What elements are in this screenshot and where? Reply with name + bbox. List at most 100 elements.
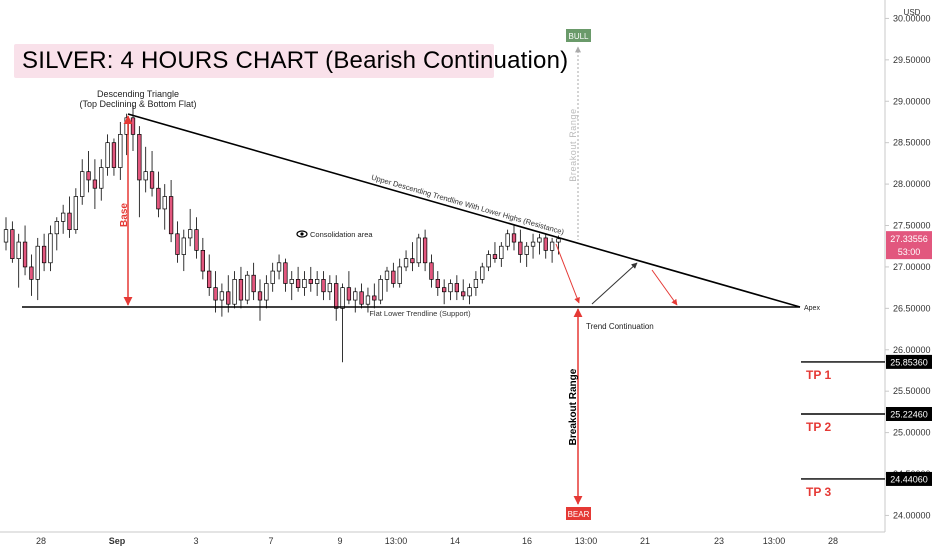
candle-body — [143, 171, 148, 181]
candle-body — [537, 237, 542, 243]
lower-trendline-label: Flat Lower Trendline (Support) — [369, 309, 471, 318]
x-tick-label: 14 — [450, 536, 460, 546]
candle-body — [149, 171, 155, 189]
target-price-label: 25.85360 — [890, 357, 928, 367]
y-tick-label: 27.00000 — [893, 262, 931, 272]
candle-body — [188, 229, 193, 239]
candle-body — [16, 241, 21, 259]
candle-body — [245, 274, 250, 301]
x-tick-label: Sep — [109, 536, 126, 546]
chart-title: SILVER: 4 HOURS CHART (Bearish Continuat… — [22, 47, 569, 74]
x-tick-label: 3 — [193, 536, 198, 546]
candle-body — [365, 295, 371, 305]
candle-body — [289, 279, 294, 284]
x-tick-label: 21 — [640, 536, 650, 546]
y-tick-label: 29.00000 — [893, 96, 931, 106]
y-tick-label: 25.00000 — [893, 428, 931, 438]
candle-body — [435, 279, 440, 288]
candle-body — [391, 270, 396, 284]
base-label: Base — [119, 203, 130, 227]
candle-body — [543, 237, 548, 251]
candle-body — [257, 291, 263, 301]
candle-body — [213, 287, 218, 301]
x-tick-label: 13:00 — [385, 536, 408, 546]
candle-body — [315, 279, 320, 284]
candle-body — [48, 233, 53, 264]
y-tick-label: 28.50000 — [893, 138, 931, 148]
candle-body — [378, 279, 383, 301]
x-tick-label: 28 — [36, 536, 46, 546]
candle-body — [530, 241, 536, 247]
countdown-label: 53:00 — [898, 247, 921, 257]
candle-body — [41, 245, 47, 264]
candle-body — [397, 266, 402, 284]
y-tick-label: 26.00000 — [893, 345, 931, 355]
bear-badge — [566, 507, 591, 520]
bull-breakout-label: Breakout Range — [568, 108, 578, 181]
y-tick-label: 27.50000 — [893, 221, 931, 231]
candle-body — [505, 233, 510, 247]
candle-body — [137, 134, 142, 181]
y-tick-label: 29.50000 — [893, 55, 931, 65]
candle-body — [524, 245, 529, 255]
candle-body — [270, 270, 275, 284]
candle-body — [3, 229, 9, 243]
x-tick-label: 28 — [828, 536, 838, 546]
candle-body — [346, 287, 352, 301]
candle-body — [486, 254, 491, 268]
candle-body — [80, 171, 85, 197]
x-tick-label: 16 — [522, 536, 532, 546]
target-price-tag — [886, 354, 932, 369]
candle-body — [207, 270, 212, 288]
candle-body — [22, 241, 28, 268]
y-tick-label: 28.00000 — [893, 179, 931, 189]
candle-body — [308, 279, 313, 284]
currency-label: USD — [904, 8, 921, 17]
candle-body — [467, 287, 472, 297]
title-background — [14, 44, 494, 78]
candle-body — [35, 245, 40, 280]
upper-trendline[interactable] — [127, 113, 801, 308]
candle-body — [340, 287, 345, 309]
y-tick-label: 25.50000 — [893, 386, 931, 396]
candle-body — [461, 291, 466, 297]
candle-body — [181, 237, 186, 255]
pattern-title: Descending Triangle — [97, 89, 179, 99]
candle-body — [118, 134, 123, 168]
candle-body — [54, 221, 59, 235]
candle-body — [302, 279, 307, 288]
target-label: TP 1 — [806, 368, 831, 382]
candle-body — [168, 196, 174, 235]
target-price-label: 24.44060 — [890, 474, 928, 484]
candle-body — [264, 283, 269, 301]
candle-body — [327, 283, 332, 293]
y-tick-label: 26.50000 — [893, 303, 931, 313]
candle-body — [156, 187, 161, 210]
candle-body — [480, 266, 485, 280]
x-tick-label: 13:00 — [575, 536, 598, 546]
candle-body — [410, 258, 415, 264]
candle-body — [499, 245, 504, 259]
x-tick-label: 9 — [337, 536, 342, 546]
candle-body — [10, 229, 15, 259]
candle-body — [200, 250, 206, 272]
candle-body — [556, 238, 561, 243]
target-label: TP 2 — [806, 420, 831, 434]
candle-body — [334, 283, 339, 309]
candle-body — [111, 142, 117, 168]
candle-body — [549, 241, 555, 251]
candle-body — [92, 179, 98, 189]
candle-body — [518, 241, 523, 255]
current-price-label: 27.33556 — [890, 234, 928, 244]
bull-badge — [566, 29, 591, 42]
candle-body — [384, 270, 390, 280]
candle-body — [219, 291, 225, 301]
candle-body — [105, 142, 110, 168]
bear-badge-label: BEAR — [568, 510, 590, 519]
bear-breakout-label: Breakout Range — [568, 368, 579, 445]
bull-badge-label: BULL — [568, 32, 589, 41]
x-tick-label: 13:00 — [763, 536, 786, 546]
candle-body — [29, 266, 34, 280]
consolidation-label: Consolidation area — [310, 230, 373, 239]
